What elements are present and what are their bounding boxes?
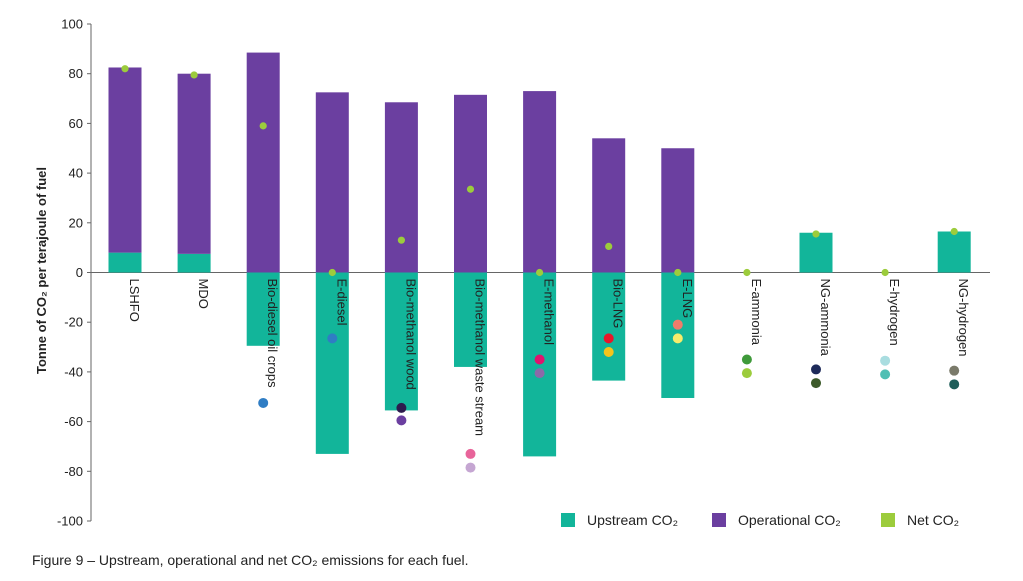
y-tick-label: -80 [64,464,83,479]
bar-upstream [108,252,142,273]
net-co2-point [881,268,889,277]
legend-swatch [712,513,726,527]
marker-point [672,333,683,344]
net-co2-point [536,268,544,277]
marker-point [396,415,407,426]
y-tick-label: -40 [64,364,83,379]
category-label: Bio-methanol waste stream [473,279,488,437]
category-label: Bio-methanol wood [403,279,418,390]
bar-upstream [592,272,626,381]
bar-operational [315,92,349,273]
category-label: MDO [196,279,211,309]
marker-point [672,319,683,330]
marker-point [880,355,891,366]
marker-point [603,333,614,344]
y-tick-label: -100 [57,514,83,529]
marker-point [741,354,752,365]
legend: Upstream CO₂ Operational CO₂ Net CO₂ [561,512,959,528]
bar-operational [523,91,557,273]
net-co2-point [397,236,405,244]
y-tick-label: 20 [69,215,83,230]
category-label: Bio-LNG [611,279,626,329]
y-tick-label: 0 [76,265,83,280]
category-label: E-hydrogen [887,279,902,346]
marker-point [949,379,960,390]
bar-upstream [177,253,211,273]
marker-point [603,347,614,358]
legend-label: Operational CO₂ [738,512,841,528]
marker-point [949,365,960,376]
category-labels: LSHFO MDO Bio-diesel oil crops E-diesel Bio-… [127,279,971,437]
net-co2-point [950,227,958,236]
net-co2-point [812,230,820,238]
bar-upstream [315,272,349,454]
bar-operational [661,148,695,273]
marker-point [811,364,821,375]
marker-point [465,462,476,473]
category-label: E-LNG [680,279,695,319]
net-co2-point [190,71,198,79]
y-tick-label: -60 [64,414,83,429]
legend-swatch [561,513,575,527]
marker-point [534,354,545,365]
category-label: NG-ammonia [818,279,833,357]
y-tick-label: 100 [61,17,83,32]
bar-upstream [384,272,418,411]
y-tick-label: -20 [64,315,83,330]
bar-operational [246,52,280,273]
legend-swatch [881,513,895,527]
bar-operational [592,138,626,273]
category-label: NG-hydrogen [956,279,971,357]
net-co2-point [743,268,751,277]
net-co2-point [605,242,613,251]
category-label: E-ammonia [749,279,764,346]
marker-point [258,397,269,408]
bar-operational [454,94,487,273]
bar-upstream [454,272,487,367]
category-label: E-diesel [334,279,349,326]
marker-point [534,368,545,379]
marker-point [396,402,407,413]
markers [121,65,960,473]
marker-point [811,378,821,389]
bar-upstream [937,231,971,273]
bar-operational [384,102,418,273]
bars [108,52,971,457]
legend-label: Net CO₂ [907,512,959,528]
category-label: E-methanol [542,279,557,346]
net-co2-point [328,268,336,277]
y-tick-label: 60 [69,116,83,131]
marker-point [880,369,891,380]
bar-upstream [246,272,280,346]
category-label: LSHFO [127,279,142,322]
marker-point [465,448,476,459]
marker-point [741,368,752,379]
net-co2-point [259,122,267,130]
y-tick-label: 40 [69,166,83,181]
bar-operational [108,67,142,253]
y-tick-label: 80 [69,66,83,81]
figure-caption: Figure 9 – Upstream, operational and net… [32,552,469,568]
net-co2-point [674,268,682,277]
bar-operational [177,73,211,254]
net-co2-point [121,65,129,73]
net-co2-point [466,185,475,193]
legend-label: Upstream CO₂ [587,512,678,528]
bar-upstream [799,232,833,273]
category-label: Bio-diesel oil crops [265,279,280,389]
marker-point [327,333,338,344]
y-axis-label: Tonne of CO₂ per terajoule of fuel [34,167,49,374]
